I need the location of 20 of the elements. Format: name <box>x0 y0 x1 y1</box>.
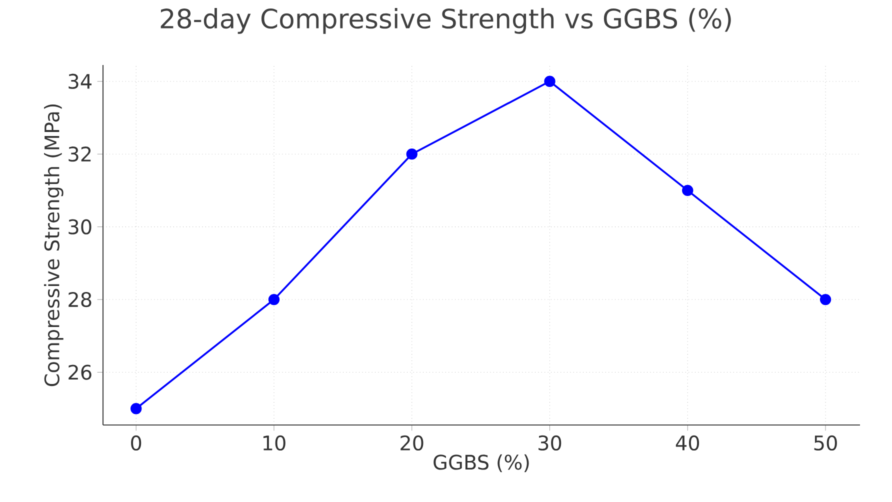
y-tick-label: 26 <box>68 364 92 380</box>
point <box>268 294 280 306</box>
y-tick-label: 28 <box>68 292 92 308</box>
y-tick-label: 34 <box>68 74 92 89</box>
x-tick-label: 30 <box>538 435 562 451</box>
x-tick-label: 50 <box>814 435 837 451</box>
x-tick-label: 0 <box>131 435 142 451</box>
point <box>130 403 142 414</box>
point <box>406 148 418 160</box>
y-axis-title: Compressive Strength (MPa) <box>44 104 64 386</box>
x-tick-label: 20 <box>400 435 424 451</box>
point <box>544 76 556 87</box>
x-tick-label: 40 <box>676 435 700 451</box>
point <box>682 184 694 196</box>
x-axis-title: GGBS (%) <box>434 454 529 472</box>
point <box>820 294 832 306</box>
y-tick-label: 32 <box>68 146 91 162</box>
y-tick-label: 30 <box>68 219 92 234</box>
x-tick-label: 10 <box>263 435 286 451</box>
chart-title: 28-day Compressive Strength vs GGBS (%) <box>160 8 731 34</box>
